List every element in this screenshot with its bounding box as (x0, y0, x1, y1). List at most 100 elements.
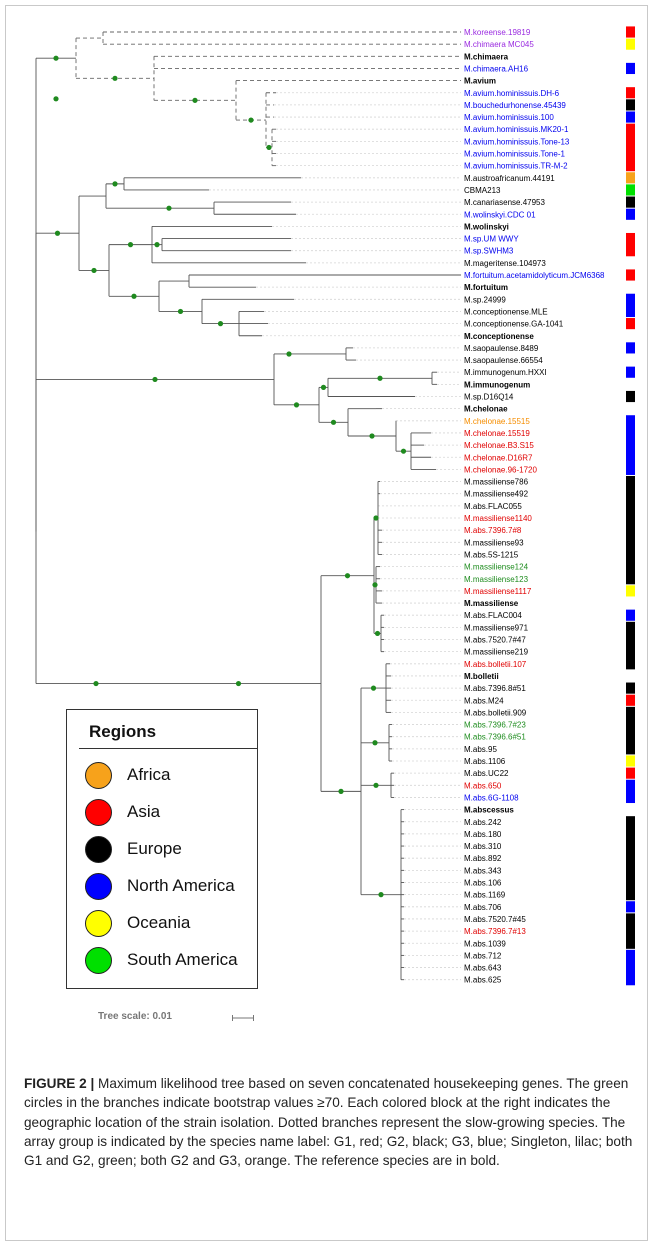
leaf-label: M.abs.343 (464, 866, 502, 875)
tree-scale-label: Tree scale: 0.01 (98, 1011, 172, 1022)
region-block (626, 184, 635, 196)
region-block (626, 318, 635, 330)
leaf-label: M.chelonae.B3.S15 (464, 441, 534, 450)
leaf-label: M.massiliense786 (464, 478, 529, 487)
leaf-label: M.abs.bolletii.909 (464, 708, 527, 717)
bootstrap-dot (377, 375, 383, 381)
leaf-label: M.abs.6G-1108 (464, 793, 519, 802)
leaf-label: M.chimaera (464, 52, 509, 61)
region-block (626, 172, 635, 184)
region-block (626, 609, 635, 621)
leaf-label: M.abs.706 (464, 903, 502, 912)
region-block (626, 342, 635, 354)
leaf-label: M.avium.hominissuis.Tone-13 (464, 137, 570, 146)
leaf-label: M.abs.FLAC004 (464, 611, 522, 620)
leaf-label: M.massiliense124 (464, 563, 529, 572)
leaf-label: M.avium.hominissuis.MK20-1 (464, 125, 569, 134)
region-block (626, 390, 635, 403)
region-south-america-dot (85, 947, 112, 974)
leaf-label: M.abs.1169 (464, 891, 506, 900)
leaf-label: M.abs.242 (464, 818, 502, 827)
leaf-label: M.immunogenum (464, 380, 530, 389)
bootstrap-dot (152, 376, 158, 383)
leaf-label: M.massiliense492 (464, 490, 529, 499)
leaf-label: M.abs.1039 (464, 939, 506, 948)
leaf-label: M.fortuitum (464, 283, 508, 292)
leaf-label: M.wolinskyi.CDC 01 (464, 210, 536, 219)
region-block (626, 26, 635, 38)
leaf-label: CBMA213 (464, 186, 501, 195)
leaf-label: M.chimaera.AH16 (464, 64, 529, 73)
leaf-label: M.abs.7396.6#51 (464, 733, 526, 742)
leaf-label: M.massiliense (464, 599, 519, 608)
bootstrap-dot (54, 230, 61, 236)
leaf-label: M.abs.7520.7#47 (464, 636, 526, 645)
leaf-label: M.massiliense1140 (464, 514, 532, 523)
leaf-label: M.chelonae.15519 (464, 429, 530, 438)
bootstrap-dot (154, 242, 160, 248)
region-block (626, 585, 635, 597)
leaf-label: M.abs.7396.8#51 (464, 684, 526, 693)
legend-title: Regions (89, 722, 157, 741)
region-block (626, 415, 635, 475)
leaf-label: M.avium.hominissuis.Tone-1 (464, 150, 565, 159)
leaf-label: M.austroafricanum.44191 (464, 174, 555, 183)
bootstrap-dot (112, 75, 118, 81)
figure-caption: FIGURE 2 | Maximum likelihood tree based… (24, 1074, 639, 1170)
leaf-label: M.abs.643 (464, 964, 502, 973)
region-block (626, 62, 635, 75)
region-block (626, 111, 635, 123)
region-block (626, 475, 635, 585)
leaf-label: M.conceptionense.MLE (464, 307, 548, 316)
leaf-label: M.chelonae.96-1720 (464, 465, 537, 474)
leaf-label: M.avium (464, 77, 496, 86)
bootstrap-dot (320, 384, 327, 390)
bootstrap-dot (373, 782, 379, 788)
bootstrap-dot (338, 788, 344, 794)
legend-label: Africa (127, 765, 171, 784)
region-north-america-dot (85, 873, 112, 900)
bootstrap-dot (112, 181, 118, 187)
region-block (626, 366, 635, 378)
bootstrap-dot (330, 419, 337, 425)
leaf-label: M.abs.7520.7#45 (464, 915, 526, 924)
bootstrap-dot (369, 433, 375, 439)
tree-scale-bar (232, 1015, 254, 1021)
region-block (626, 123, 635, 172)
leaf-label: M.sp.24999 (464, 295, 506, 304)
legend-label: North America (127, 876, 235, 895)
legend-label: Oceania (127, 913, 191, 932)
leaf-label: M.abs.106 (464, 879, 502, 888)
region-block (626, 901, 635, 913)
leaf-label: M.massiliense219 (464, 648, 529, 657)
bootstrap-dot (373, 515, 379, 521)
region-europe-dot (85, 836, 112, 863)
leaf-label: M.saopaulense.66554 (464, 356, 543, 365)
leaf-label: M.avium.hominissuis.100 (464, 113, 554, 122)
bootstrap-dot (131, 293, 137, 299)
regions-legend: Regions Africa Asia Europe North America… (66, 709, 258, 989)
leaf-label: M.abs.5S-1215 (464, 550, 519, 559)
leaf-label: M.massiliense971 (464, 623, 529, 632)
region-block (626, 706, 635, 755)
region-block (626, 99, 635, 111)
leaf-label: M.massiliense93 (464, 538, 524, 547)
bootstrap-dot (217, 321, 224, 327)
leaf-label: M.bolletii (464, 672, 499, 681)
legend-label: Asia (127, 802, 161, 821)
bootstrap-dot (235, 680, 242, 687)
bootstrap-dot (192, 97, 198, 103)
region-block (626, 913, 635, 949)
legend-label: South America (127, 950, 238, 969)
leaf-label: M.chelonae (464, 405, 508, 414)
leaf-label: M.abs.7396.7#8 (464, 526, 522, 535)
phylogenetic-tree: M.koreense.19819 M.chimaera MC045 M.chimae… (35, 26, 635, 986)
bootstrap-dot (378, 892, 384, 898)
leaf-label: M.massiliense1117 (464, 587, 532, 596)
region-block (626, 682, 635, 694)
caption-text: Maximum likelihood tree based on seven c… (24, 1076, 633, 1169)
bootstrap-dot (93, 680, 99, 687)
leaf-label: M.abs.7396.7#13 (464, 927, 526, 936)
leaf-label: M.sp.D16Q14 (464, 393, 514, 402)
region-oceania-dot (85, 910, 112, 937)
